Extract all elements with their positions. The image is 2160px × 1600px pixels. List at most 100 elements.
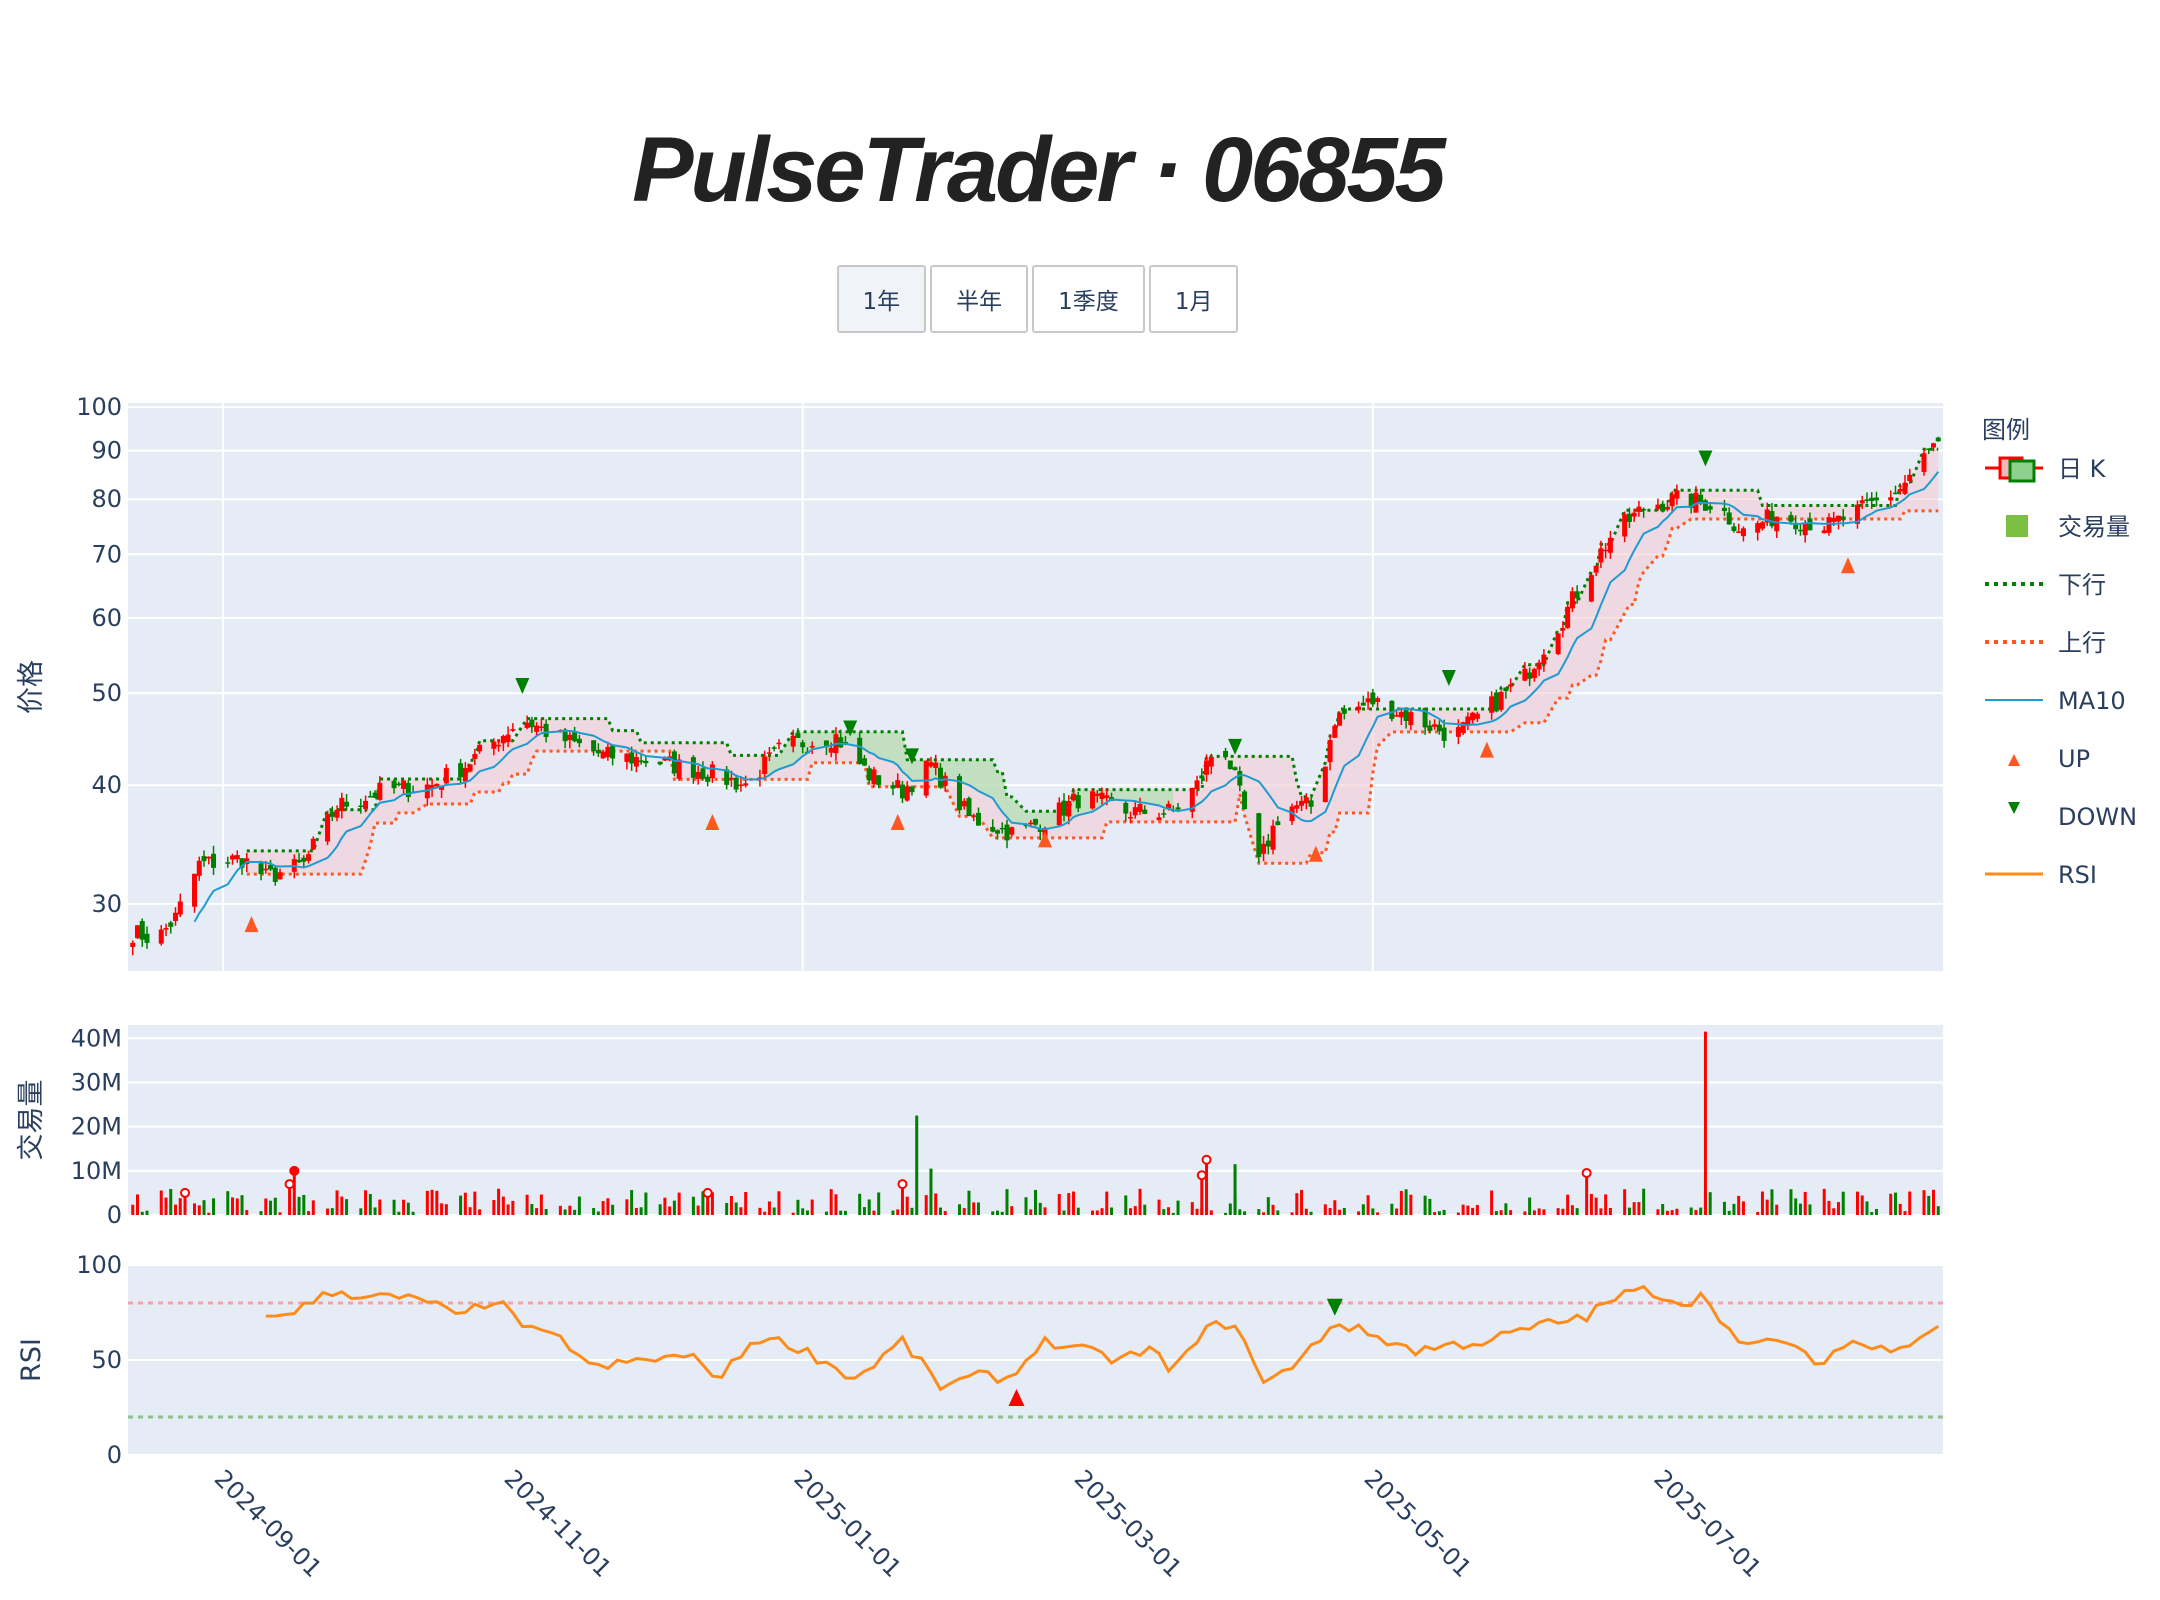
candle-body (562, 729, 568, 742)
candle-body (173, 912, 179, 921)
candle-body (377, 783, 383, 800)
candle-body (491, 741, 497, 749)
volume-marker (702, 1187, 713, 1198)
volume-bar (1927, 1195, 1931, 1215)
legend-title: 图例 (1982, 416, 2030, 444)
volume-bar (169, 1188, 173, 1215)
rsi-tick-label: 0 (107, 1441, 122, 1469)
candle-body (743, 783, 749, 786)
volume-bar (1589, 1193, 1593, 1215)
volume-bar (744, 1191, 748, 1215)
volume-bar (1737, 1195, 1741, 1215)
range-button-3m[interactable]: 1季度 (1032, 265, 1145, 333)
band-fill-green (759, 731, 1174, 830)
candle-body (1527, 672, 1533, 679)
volume-bar (1770, 1189, 1774, 1215)
candle-body (709, 764, 715, 779)
candle-body (733, 777, 739, 790)
candle-body (401, 780, 407, 789)
legend-item-rsi[interactable]: RSI (1985, 861, 2097, 889)
volume-bar (1532, 1210, 1536, 1215)
candle-body (1465, 716, 1471, 726)
candle-body (496, 744, 502, 747)
legend-item-volume[interactable]: 交易量 (2006, 513, 2130, 541)
volume-bar (1466, 1205, 1470, 1215)
range-button-6m[interactable]: 半年 (930, 265, 1029, 333)
legend-item-candles[interactable]: 日 K (1985, 455, 2107, 483)
volume-bar (1760, 1191, 1764, 1215)
volume-bar (1870, 1211, 1874, 1215)
volume-bar (1637, 1202, 1641, 1215)
candle-body (1232, 767, 1238, 771)
candle-body (1037, 828, 1043, 832)
candle-body (990, 826, 996, 832)
legend-item-up[interactable]: UP (2008, 745, 2090, 773)
volume-bar (592, 1208, 596, 1215)
price-tick-label: 50 (91, 679, 122, 707)
volume-bar (1095, 1210, 1099, 1215)
volume-bar (226, 1191, 230, 1215)
volume-bar (1623, 1189, 1627, 1215)
candle-body (1854, 504, 1860, 524)
range-button-1y[interactable]: 1年 (836, 265, 927, 333)
volume-bar (1836, 1202, 1840, 1215)
down-signal-marker (515, 677, 530, 694)
volume-bar (1105, 1191, 1109, 1215)
rsi-tick-label: 100 (76, 1251, 122, 1279)
volume-bar (159, 1190, 163, 1215)
candle-body (405, 782, 411, 798)
candle-body (1740, 528, 1746, 537)
candle-body (994, 830, 1000, 834)
volume-bar (791, 1212, 795, 1215)
candle-body (1375, 698, 1381, 702)
volume-bar (1494, 1211, 1498, 1215)
volume-bar (1338, 1209, 1342, 1215)
legend-item-ma10[interactable]: MA10 (1985, 687, 2126, 715)
volume-bar (972, 1202, 976, 1215)
candle-body (738, 784, 744, 787)
candle-body (1204, 760, 1210, 775)
candle-body (358, 805, 364, 808)
legend-label-ma10: MA10 (2058, 687, 2126, 715)
candle-body (1199, 775, 1205, 779)
candle-body (1807, 518, 1813, 531)
candle-body (1099, 792, 1105, 800)
volume-bar (1276, 1210, 1280, 1215)
candle-body (272, 867, 278, 882)
legend-item-down[interactable]: DOWN (2008, 802, 2137, 831)
volume-bar (359, 1208, 363, 1215)
volume-bar (772, 1207, 776, 1215)
candle-body (1365, 698, 1371, 703)
range-selector: 1年 半年 1季度 1月 (0, 265, 2075, 333)
candle-body (1033, 818, 1038, 825)
candle-body (857, 737, 863, 764)
price-panel[interactable] (128, 403, 1943, 971)
volume-bar (392, 1199, 396, 1215)
candle-body (534, 725, 540, 732)
legend-item-upper[interactable]: 上行 (1985, 629, 2106, 657)
volume-bar (311, 1200, 315, 1215)
volume-bar (1243, 1211, 1247, 1215)
legend-label-down: DOWN (2058, 803, 2137, 831)
candle-body (1137, 804, 1143, 812)
candle-body (1907, 474, 1913, 482)
volume-panel[interactable] (128, 1025, 1943, 1215)
up-signal-marker (1308, 845, 1323, 862)
volume-bar (734, 1202, 738, 1215)
legend-item-lower[interactable]: 下行 (1985, 571, 2106, 599)
volume-bar (1537, 1208, 1541, 1215)
volume-bar (577, 1196, 581, 1215)
volume-bar (1798, 1203, 1802, 1215)
volume-bar (644, 1192, 648, 1215)
volume-bar (1124, 1195, 1128, 1215)
candle-body (771, 747, 777, 749)
volume-bar (1361, 1204, 1365, 1215)
volume-bar (1209, 1210, 1213, 1215)
candle-body (762, 756, 768, 774)
range-button-1m[interactable]: 1月 (1148, 265, 1239, 333)
candle-body (239, 858, 245, 868)
candle-body (130, 942, 136, 947)
volume-bar (1224, 1212, 1228, 1215)
date-tick-label: 2025-07-01 (1648, 1464, 1766, 1582)
